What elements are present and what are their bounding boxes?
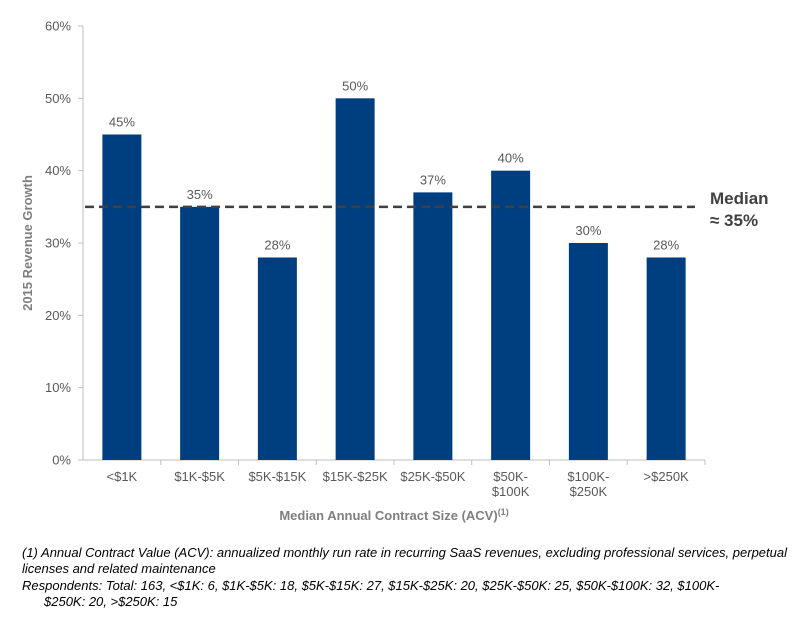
category-label: $100K- [567,469,609,484]
bar [568,243,608,460]
median-value-label: ≈ 35% [710,211,758,230]
x-axis-title: Median Annual Contract Size (ACV)(1) [279,507,508,523]
bar [491,170,531,460]
bar [646,257,686,460]
category-label: >$250K [644,469,690,484]
y-tick-label: 40% [45,163,71,178]
bars [102,98,686,460]
data-labels: 45% 35% 28% 50% 37% 40% 30% 28% [109,78,680,252]
respondents-footnote: Respondents: Total: 163, <$1K: 6, $1K-$5… [22,578,802,610]
data-label: 28% [264,237,290,252]
y-tick-label: 50% [45,91,71,106]
bar [413,192,453,460]
bar [257,257,297,460]
y-axis-ticks: 0% 10% 20% 30% 40% 50% 60% [45,19,83,468]
data-label: 37% [420,172,446,187]
data-label: 28% [653,237,679,252]
category-labels: <$1K $1K-$5K $5K-$15K $15K-$25K $25K-$50K $50… [107,460,706,499]
category-label: $1K-$5K [174,469,225,484]
category-label: $15K-$25K [323,469,388,484]
y-tick-label: 60% [45,19,71,34]
acv-footnote: (1) Annual Contract Value (ACV): annuali… [22,545,787,576]
category-label: $50K- [493,469,528,484]
data-label: 50% [342,78,368,93]
category-label: $5K-$15K [248,469,306,484]
y-tick-label: 0% [52,453,71,468]
x-axis-title-superscript: (1) [498,507,509,517]
category-label: $100K [492,484,530,499]
bar [335,98,375,460]
respondents-line-1: Respondents: Total: 163, <$1K: 6, $1K-$5… [22,578,720,593]
data-label: 45% [109,115,135,130]
y-tick-label: 10% [45,380,71,395]
bar-chart: 0% 10% 20% 30% 40% 50% 60% 45% 35% 28% 50% 37% 40% 3… [20,19,769,524]
category-label: <$1K [107,469,138,484]
data-label: 35% [187,187,213,202]
x-axis-title-text: Median Annual Contract Size (ACV) [279,508,497,523]
median-label: Median [710,189,769,208]
bar [102,134,142,460]
y-tick-label: 20% [45,308,71,323]
respondents-line-2: $250K: 20, >$250K: 15 [44,594,178,609]
category-label: $25K-$50K [400,469,465,484]
y-tick-label: 30% [45,236,71,251]
bar [180,206,220,460]
data-label: 30% [575,223,601,238]
y-axis-title: 2015 Revenue Growth [20,175,35,311]
category-label: $250K [570,484,608,499]
data-label: 40% [498,151,524,166]
